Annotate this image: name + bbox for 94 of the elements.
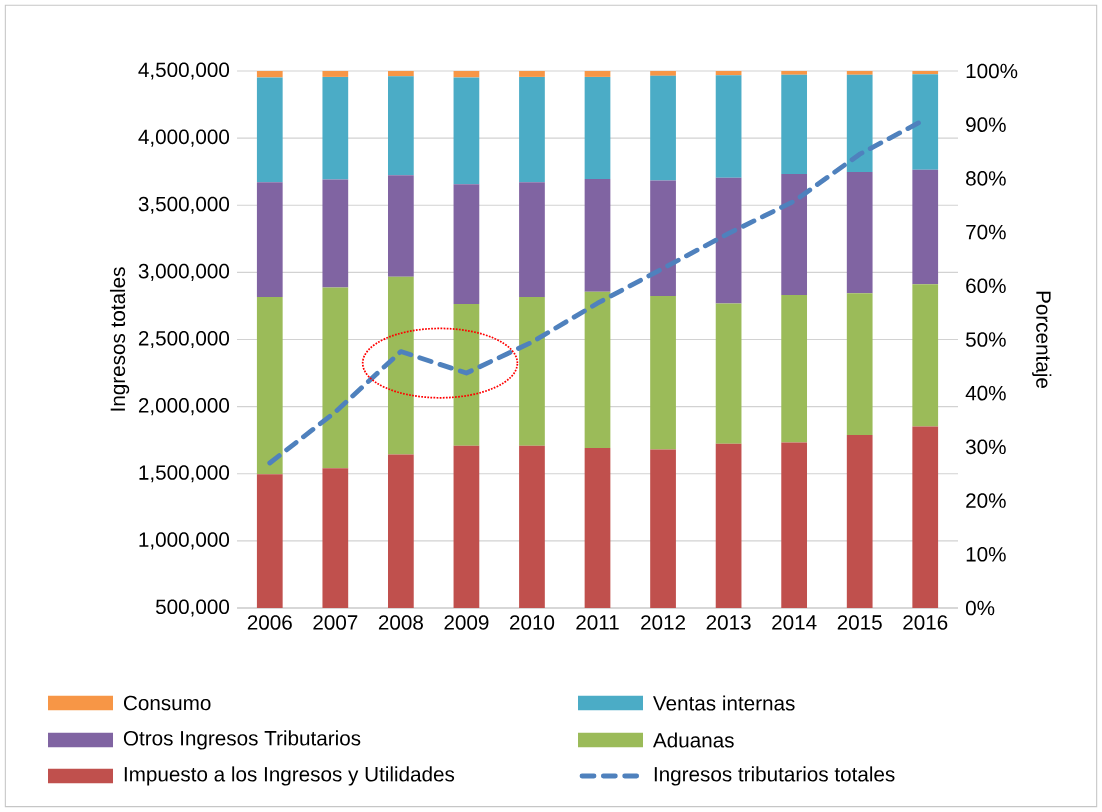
x-tick-label: 2014 xyxy=(772,615,817,630)
y-tick-label: 2,500,000 xyxy=(138,330,230,349)
bar xyxy=(912,284,939,427)
bar xyxy=(715,303,742,444)
y-tick-label: 1,000,000 xyxy=(139,532,230,550)
bar xyxy=(715,443,742,608)
x-tick-label: 2010 xyxy=(510,615,555,630)
bar xyxy=(453,77,480,185)
bar xyxy=(256,77,283,183)
bar xyxy=(256,474,283,608)
y-tick-label: 1,500,000 xyxy=(139,465,230,483)
bar xyxy=(388,454,414,608)
x-tick-label: 2009 xyxy=(444,615,489,630)
legend-label: Aduanas xyxy=(652,732,734,748)
bar xyxy=(519,182,545,298)
bar xyxy=(846,171,873,294)
bar xyxy=(453,445,480,608)
bar xyxy=(650,180,676,296)
legend-label: Ingresos tributarios totales xyxy=(654,766,895,786)
y-tick-label: 3,000,000 xyxy=(138,263,230,281)
bar xyxy=(715,177,742,304)
bar xyxy=(256,297,283,475)
x-tick-label: 2007 xyxy=(313,615,358,630)
x-tick-label: 2006 xyxy=(247,615,292,630)
y2-tick-label: 80% xyxy=(966,171,1006,186)
bar xyxy=(388,175,414,277)
bar xyxy=(322,76,349,180)
bar xyxy=(584,447,611,608)
y2-tick-label: 60% xyxy=(966,278,1006,294)
legend-label: Impuesto a los Ingresos y Utilidades xyxy=(124,766,455,786)
bar xyxy=(388,276,414,455)
y2-tick-label: 40% xyxy=(965,385,1006,401)
bar xyxy=(781,74,808,175)
y2-tick-label: 50% xyxy=(966,332,1006,347)
y-tick-label: 4,500,000 xyxy=(138,62,230,80)
bar xyxy=(322,287,349,469)
x-tick-label: 2011 xyxy=(576,615,619,630)
bar xyxy=(584,291,611,448)
bar xyxy=(322,70,349,77)
bar xyxy=(846,74,873,172)
bar xyxy=(650,295,676,450)
x-tick-label: 2012 xyxy=(641,615,685,630)
bar xyxy=(453,70,480,78)
bar xyxy=(650,449,676,608)
bar xyxy=(912,426,939,608)
legend-label: Ventas internas xyxy=(653,695,795,711)
x-tick-label: 2016 xyxy=(903,615,948,630)
bar xyxy=(453,184,480,305)
bar xyxy=(715,75,742,178)
y-tick-label: 4,000,000 xyxy=(138,129,230,147)
y-tick-label: 2,000,000 xyxy=(138,398,230,416)
bar xyxy=(322,179,349,288)
x-tick-label: 2015 xyxy=(837,615,882,630)
bar xyxy=(388,70,414,77)
y2-tick-label: 30% xyxy=(965,439,1006,455)
bar xyxy=(781,442,808,608)
bar xyxy=(846,293,873,436)
y-axis-title: Ingresos totales xyxy=(109,267,130,411)
bar xyxy=(584,76,611,179)
x-tick-label: 2008 xyxy=(378,615,423,630)
bar xyxy=(781,174,808,295)
bar xyxy=(256,70,283,78)
bar xyxy=(322,468,349,608)
bar xyxy=(584,178,611,292)
y2-tick-label: 70% xyxy=(966,224,1006,240)
bar xyxy=(256,182,283,298)
legend-label: Consumo xyxy=(123,695,211,711)
y-tick-label: 500,000 xyxy=(155,599,230,617)
bar xyxy=(715,70,742,76)
bar xyxy=(519,70,545,77)
legend-label: Otros Ingresos Tributarios xyxy=(123,730,361,750)
bar xyxy=(519,76,545,183)
bar xyxy=(781,70,808,75)
y2-tick-label: 90% xyxy=(966,117,1006,133)
bar xyxy=(846,435,873,608)
x-tick-label: 2013 xyxy=(706,615,751,630)
y2-tick-label: 10% xyxy=(966,546,1006,562)
bar xyxy=(388,76,414,176)
bar xyxy=(912,70,939,75)
y2-tick-label: 100% xyxy=(966,63,1018,79)
bar xyxy=(650,75,676,181)
y2-axis-title: Porcentaje xyxy=(1032,291,1052,388)
y2-tick-label: 20% xyxy=(966,493,1006,508)
y-tick-label: 3,500,000 xyxy=(138,196,230,214)
bar xyxy=(781,294,808,443)
bar xyxy=(519,297,545,446)
bar xyxy=(453,304,480,446)
bar xyxy=(912,169,939,285)
bar xyxy=(650,70,676,76)
bar xyxy=(912,74,939,170)
bar xyxy=(846,70,873,75)
bar xyxy=(519,445,545,608)
bar xyxy=(584,70,611,77)
y2-tick-label: 0% xyxy=(965,600,995,616)
